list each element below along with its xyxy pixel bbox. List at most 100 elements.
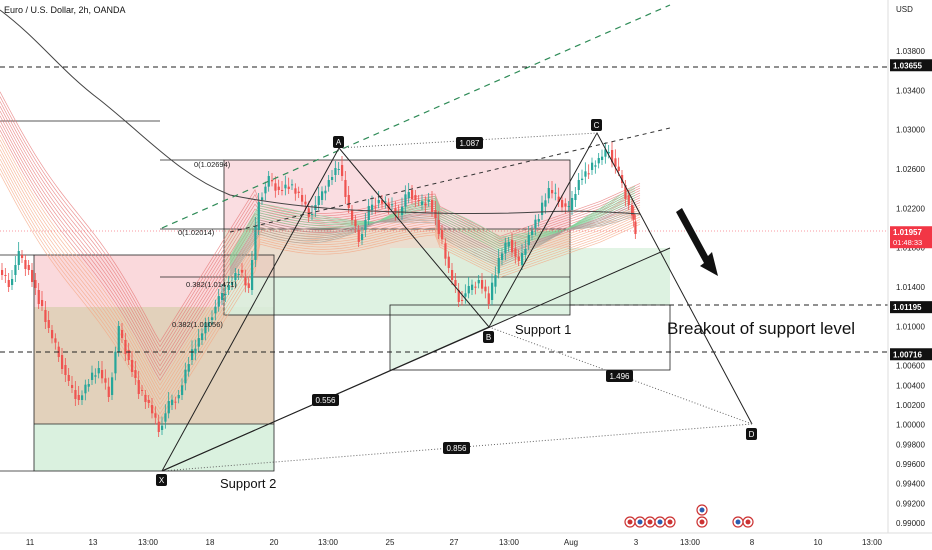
price-tag: 1.03655 [890, 59, 932, 72]
candle-body [404, 194, 407, 207]
time-tick: 13:00 [318, 538, 339, 547]
ratio-label-1: 1.087 [456, 137, 483, 149]
candle-body [174, 401, 177, 403]
candle-body [254, 226, 257, 260]
candle-body [467, 286, 470, 294]
candle-body [487, 293, 490, 304]
candle-body [401, 206, 404, 215]
candle-body [277, 186, 280, 190]
candle-body [554, 192, 557, 194]
candle-body [627, 195, 630, 205]
candle-body [294, 188, 297, 194]
candle-body [24, 260, 27, 269]
candle-body [411, 190, 414, 199]
candle-body [591, 162, 594, 170]
candle-body [101, 370, 104, 379]
price-tick: 1.01400 [896, 283, 925, 292]
candle-body [67, 375, 70, 381]
candle-body [1, 270, 4, 275]
candle-body [107, 386, 110, 397]
candle-body [577, 180, 580, 190]
candle-body [234, 273, 237, 280]
point-d-label: D [749, 430, 755, 439]
time-axis[interactable]: 11 13 13:00 18 20 13:00 25 27 13:00 Aug 3 13:00 8 10 1… [0, 532, 932, 547]
candle-body [511, 240, 514, 253]
candle-body [337, 169, 340, 170]
candle-body [47, 320, 50, 328]
symbol-title: Euro / U.S. Dollar, 2h, OANDA [4, 5, 126, 15]
candle-body [281, 190, 284, 191]
candle-body [167, 401, 170, 414]
candle-body [414, 195, 417, 200]
candle-body [534, 219, 537, 229]
point-d[interactable]: D [746, 428, 757, 440]
candle-body [134, 370, 137, 378]
green-zone-left [34, 424, 274, 471]
price-tick: 1.03000 [896, 126, 925, 135]
time-ticks: 11 13 13:00 18 20 13:00 25 27 13:00 Aug 3 13:00 8 10 1… [26, 538, 883, 547]
candle-body [447, 256, 450, 268]
candle-body [611, 150, 614, 163]
candle-body [484, 286, 487, 292]
candle-body [114, 351, 117, 374]
candle-body [324, 190, 327, 194]
candle-body [307, 208, 310, 217]
economic-events[interactable] [624, 504, 754, 528]
candle-body [491, 282, 494, 300]
candle-body [457, 290, 460, 302]
candle-body [21, 255, 24, 258]
candle-body [477, 280, 480, 284]
point-x-label: X [159, 476, 165, 485]
candle-body [171, 399, 174, 405]
candle-body [17, 251, 20, 265]
candle-body [261, 197, 264, 200]
point-a-label: A [336, 138, 342, 147]
point-a[interactable]: A [333, 136, 344, 148]
candle-body [564, 203, 567, 207]
candle-body [271, 180, 274, 182]
candle-body [37, 290, 40, 304]
point-x[interactable]: X [156, 474, 167, 486]
candle-body [94, 375, 97, 377]
candle-body [204, 322, 207, 334]
candle-body [87, 384, 90, 387]
candle-body [287, 186, 290, 189]
flag-icon [634, 516, 646, 528]
candle-body [464, 293, 467, 297]
candle-body [164, 413, 167, 422]
ema-line [229, 215, 636, 278]
candle-body [97, 368, 100, 374]
price-tag-text: 1.03655 [893, 61, 922, 70]
price-tag-text: 1.01195 [893, 303, 922, 312]
candle-body [347, 195, 350, 208]
candle-body [44, 310, 47, 322]
candle-body [594, 165, 597, 167]
candle-body [54, 338, 57, 343]
point-c[interactable]: C [591, 119, 602, 131]
candle-body [604, 149, 607, 157]
breakout-annotation: Breakout of support level [667, 319, 855, 338]
candle-body [267, 176, 270, 187]
time-tick: 18 [206, 538, 215, 547]
fib-label: 0(1.02694) [194, 160, 231, 169]
candle-body [291, 184, 294, 186]
price-axis[interactable]: USD 1.038001.034001.030001.026001.022001… [887, 0, 932, 533]
ema-line [0, 106, 641, 357]
point-b[interactable]: B [483, 331, 494, 343]
candle-body [471, 284, 474, 290]
candle-body [521, 253, 524, 265]
candle-body [194, 348, 197, 354]
candle-body [147, 400, 150, 403]
price-tag-text: 1.01957 [893, 228, 922, 237]
currency-label: USD [896, 5, 913, 14]
candle-body [197, 338, 200, 347]
candle-body [84, 384, 87, 394]
candle-body [451, 270, 454, 280]
candle-body [274, 183, 277, 191]
candle-body [247, 283, 250, 288]
candle-body [144, 395, 147, 402]
time-tick: Aug [564, 538, 578, 547]
candle-body [241, 270, 244, 273]
ratio-labels: 1.087 0.556 1.496 0.856 [312, 137, 633, 454]
